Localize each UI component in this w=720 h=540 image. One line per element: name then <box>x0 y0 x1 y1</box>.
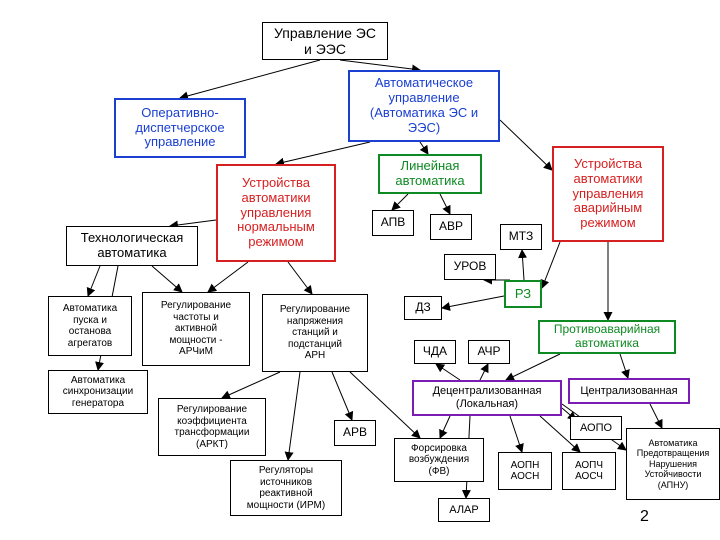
node-uaun: Устройстваавтоматикиуправлениянормальным… <box>216 164 336 262</box>
node-irm: Регуляторыисточниковреактивноймощности (… <box>230 460 342 516</box>
node-rz: РЗ <box>504 280 542 308</box>
node-decentr: Децентрализованная(Локальная) <box>412 380 562 416</box>
node-arv: АРВ <box>334 420 376 446</box>
node-arkt: Регулированиекоэффициентатрансформации(А… <box>158 398 266 456</box>
edge-pa-decentr <box>506 354 560 380</box>
edge-pa-centr <box>620 354 628 378</box>
edge-uaar-rz <box>542 242 560 288</box>
edge-auto-uaun <box>276 142 370 164</box>
edge-root-odu <box>180 60 320 98</box>
edge-arn-irm <box>288 372 300 460</box>
node-rcham: Регулированиечастоты иактивноймощности -… <box>142 292 250 366</box>
node-lin: Линейнаяавтоматика <box>378 154 482 194</box>
node-apnu: АвтоматикаПредотвращенияНарушенияУстойчи… <box>626 428 720 500</box>
edge-auto-lin <box>420 142 428 154</box>
node-apv: АПВ <box>372 210 414 236</box>
node-centr: Централизованная <box>568 378 690 404</box>
node-auto: Автоматическоеуправление(Автоматика ЭС и… <box>348 70 500 142</box>
edge-root-auto <box>340 60 420 70</box>
edge-decentr-chda <box>436 364 460 380</box>
node-fv: Форсировкавозбуждения(ФВ) <box>394 438 484 482</box>
node-root: Управление ЭСи ЭЭС <box>262 22 388 60</box>
node-dz: ДЗ <box>404 296 442 320</box>
node-chda: ЧДА <box>414 340 456 364</box>
edge-tech-apoa <box>88 266 100 296</box>
node-aopnch: АОПЧАОСЧ <box>562 452 616 490</box>
node-uaar: Устройстваавтоматикиуправленияаварийнымр… <box>552 146 664 242</box>
node-odu: Оперативно-диспетчерскоеуправление <box>114 98 246 158</box>
node-avr: АВР <box>430 214 472 240</box>
edge-uaun-arn <box>288 262 312 294</box>
edge-auto-uaar <box>500 120 552 170</box>
node-mtz: МТЗ <box>500 224 542 250</box>
edge-lin-avr <box>440 194 450 214</box>
edge-lin-apv <box>392 194 408 210</box>
node-aopn: АОПНАОСН <box>498 452 552 490</box>
node-apoa: Автоматикапуска иостановаагрегатов <box>48 296 132 356</box>
edge-rz-dz <box>442 296 504 308</box>
edge-tech-rcham <box>152 266 182 292</box>
edge-decentr-achr <box>480 364 488 380</box>
node-achr: АЧР <box>468 340 510 364</box>
edge-centr-apnu <box>650 404 662 428</box>
node-tech: Технологическаяавтоматика <box>66 226 198 266</box>
node-pa: Противоаварийнаяавтоматика <box>538 320 676 354</box>
node-aopo: АОПО <box>570 416 622 440</box>
edge-decentr-fv <box>440 416 450 438</box>
node-asg: Автоматикасинхронизациигенератора <box>48 370 148 414</box>
node-urov: УРОВ <box>444 254 496 280</box>
edge-arn-arv <box>332 372 352 420</box>
edge-arn-arkt <box>222 372 280 398</box>
edge-uaun-rcham <box>208 262 248 292</box>
page-number: 2 <box>640 508 649 526</box>
edge-rz-mtz <box>522 250 524 280</box>
node-arn: Регулированиенапряжениястанций иподстанц… <box>262 294 368 372</box>
node-alar: АЛАР <box>438 498 490 522</box>
edge-decentr-aopn <box>510 416 522 452</box>
